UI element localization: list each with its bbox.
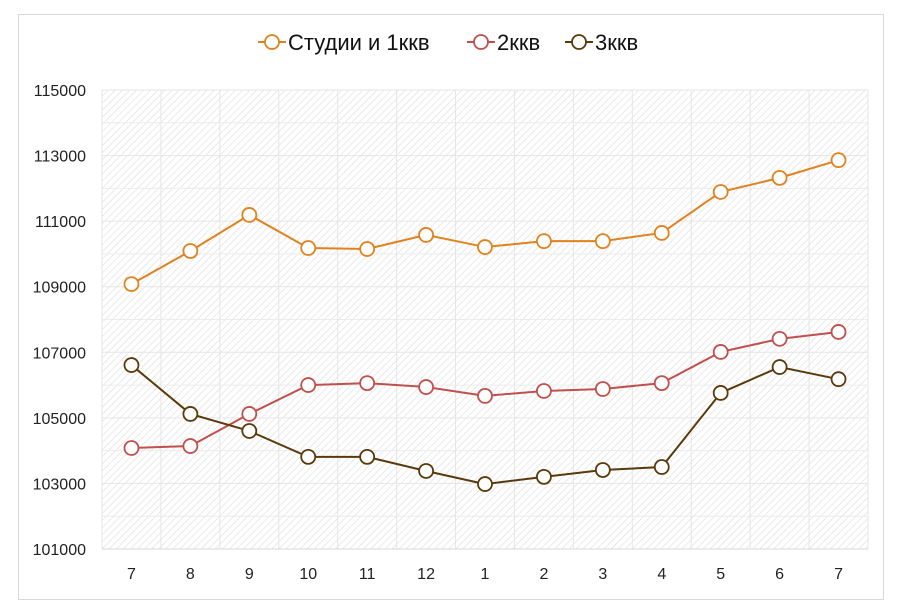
data-point	[653, 459, 670, 475]
chart-frame	[18, 14, 884, 600]
data-point	[771, 169, 788, 186]
data-point	[241, 406, 258, 422]
x-tick-label: 6	[775, 566, 784, 583]
data-point	[536, 468, 552, 485]
data-point	[418, 379, 434, 395]
data-point	[477, 239, 493, 255]
data-point	[182, 243, 199, 259]
x-tick-label: 7	[834, 566, 843, 583]
data-point	[182, 438, 199, 454]
data-point	[771, 330, 788, 347]
x-tick-label: 5	[716, 566, 725, 583]
data-point	[418, 463, 434, 479]
data-point	[594, 462, 611, 478]
data-point	[830, 324, 847, 340]
data-point	[830, 371, 847, 388]
data-point	[300, 240, 317, 256]
data-point	[653, 225, 670, 241]
x-tick-label: 2	[539, 566, 548, 583]
y-tick-label: 111000	[35, 214, 86, 231]
legend-marker-0	[264, 34, 280, 50]
data-point	[123, 357, 140, 373]
x-tick-label: 12	[417, 566, 435, 583]
y-tick-label: 115000	[34, 83, 86, 100]
data-point	[123, 440, 140, 456]
data-point	[241, 207, 258, 223]
legend-marker-1	[473, 34, 489, 50]
data-point	[712, 344, 729, 360]
y-tick-label: 109000	[33, 280, 86, 297]
x-tick-label: 7	[127, 566, 136, 583]
legend-label-2: 3ккв	[595, 30, 638, 55]
data-point	[653, 375, 670, 392]
legend-label-0: Студии и 1ккв	[288, 30, 430, 55]
x-tick-label: 3	[598, 566, 607, 583]
data-point	[771, 359, 788, 375]
x-tick-label: 8	[186, 566, 195, 583]
x-tick-label: 1	[481, 566, 490, 583]
data-point	[594, 233, 611, 250]
y-tick-label: 103000	[33, 476, 86, 493]
data-point	[418, 227, 434, 243]
legend-marker-2	[571, 34, 587, 50]
data-point	[477, 476, 493, 492]
legend-label-1: 2ккв	[497, 30, 540, 55]
data-point	[477, 387, 493, 404]
data-point	[182, 406, 199, 422]
data-point	[359, 375, 376, 392]
data-point	[241, 423, 258, 439]
y-tick-label: 107000	[33, 345, 86, 362]
y-tick-label: 113000	[34, 149, 86, 166]
data-point	[300, 448, 317, 465]
data-point	[300, 377, 317, 393]
data-point	[712, 385, 729, 401]
data-point	[830, 152, 847, 169]
data-point	[359, 448, 376, 465]
data-point	[712, 184, 729, 200]
data-point	[536, 233, 552, 250]
y-tick-label: 101000	[33, 542, 86, 559]
y-tick-label: 105000	[33, 411, 86, 428]
x-tick-label: 11	[359, 566, 376, 583]
data-point	[594, 381, 611, 397]
data-point	[359, 241, 376, 257]
data-point	[536, 383, 552, 399]
x-tick-label: 10	[299, 566, 317, 583]
data-point	[123, 276, 140, 292]
x-tick-label: 9	[245, 566, 254, 583]
x-tick-label: 4	[657, 566, 666, 583]
